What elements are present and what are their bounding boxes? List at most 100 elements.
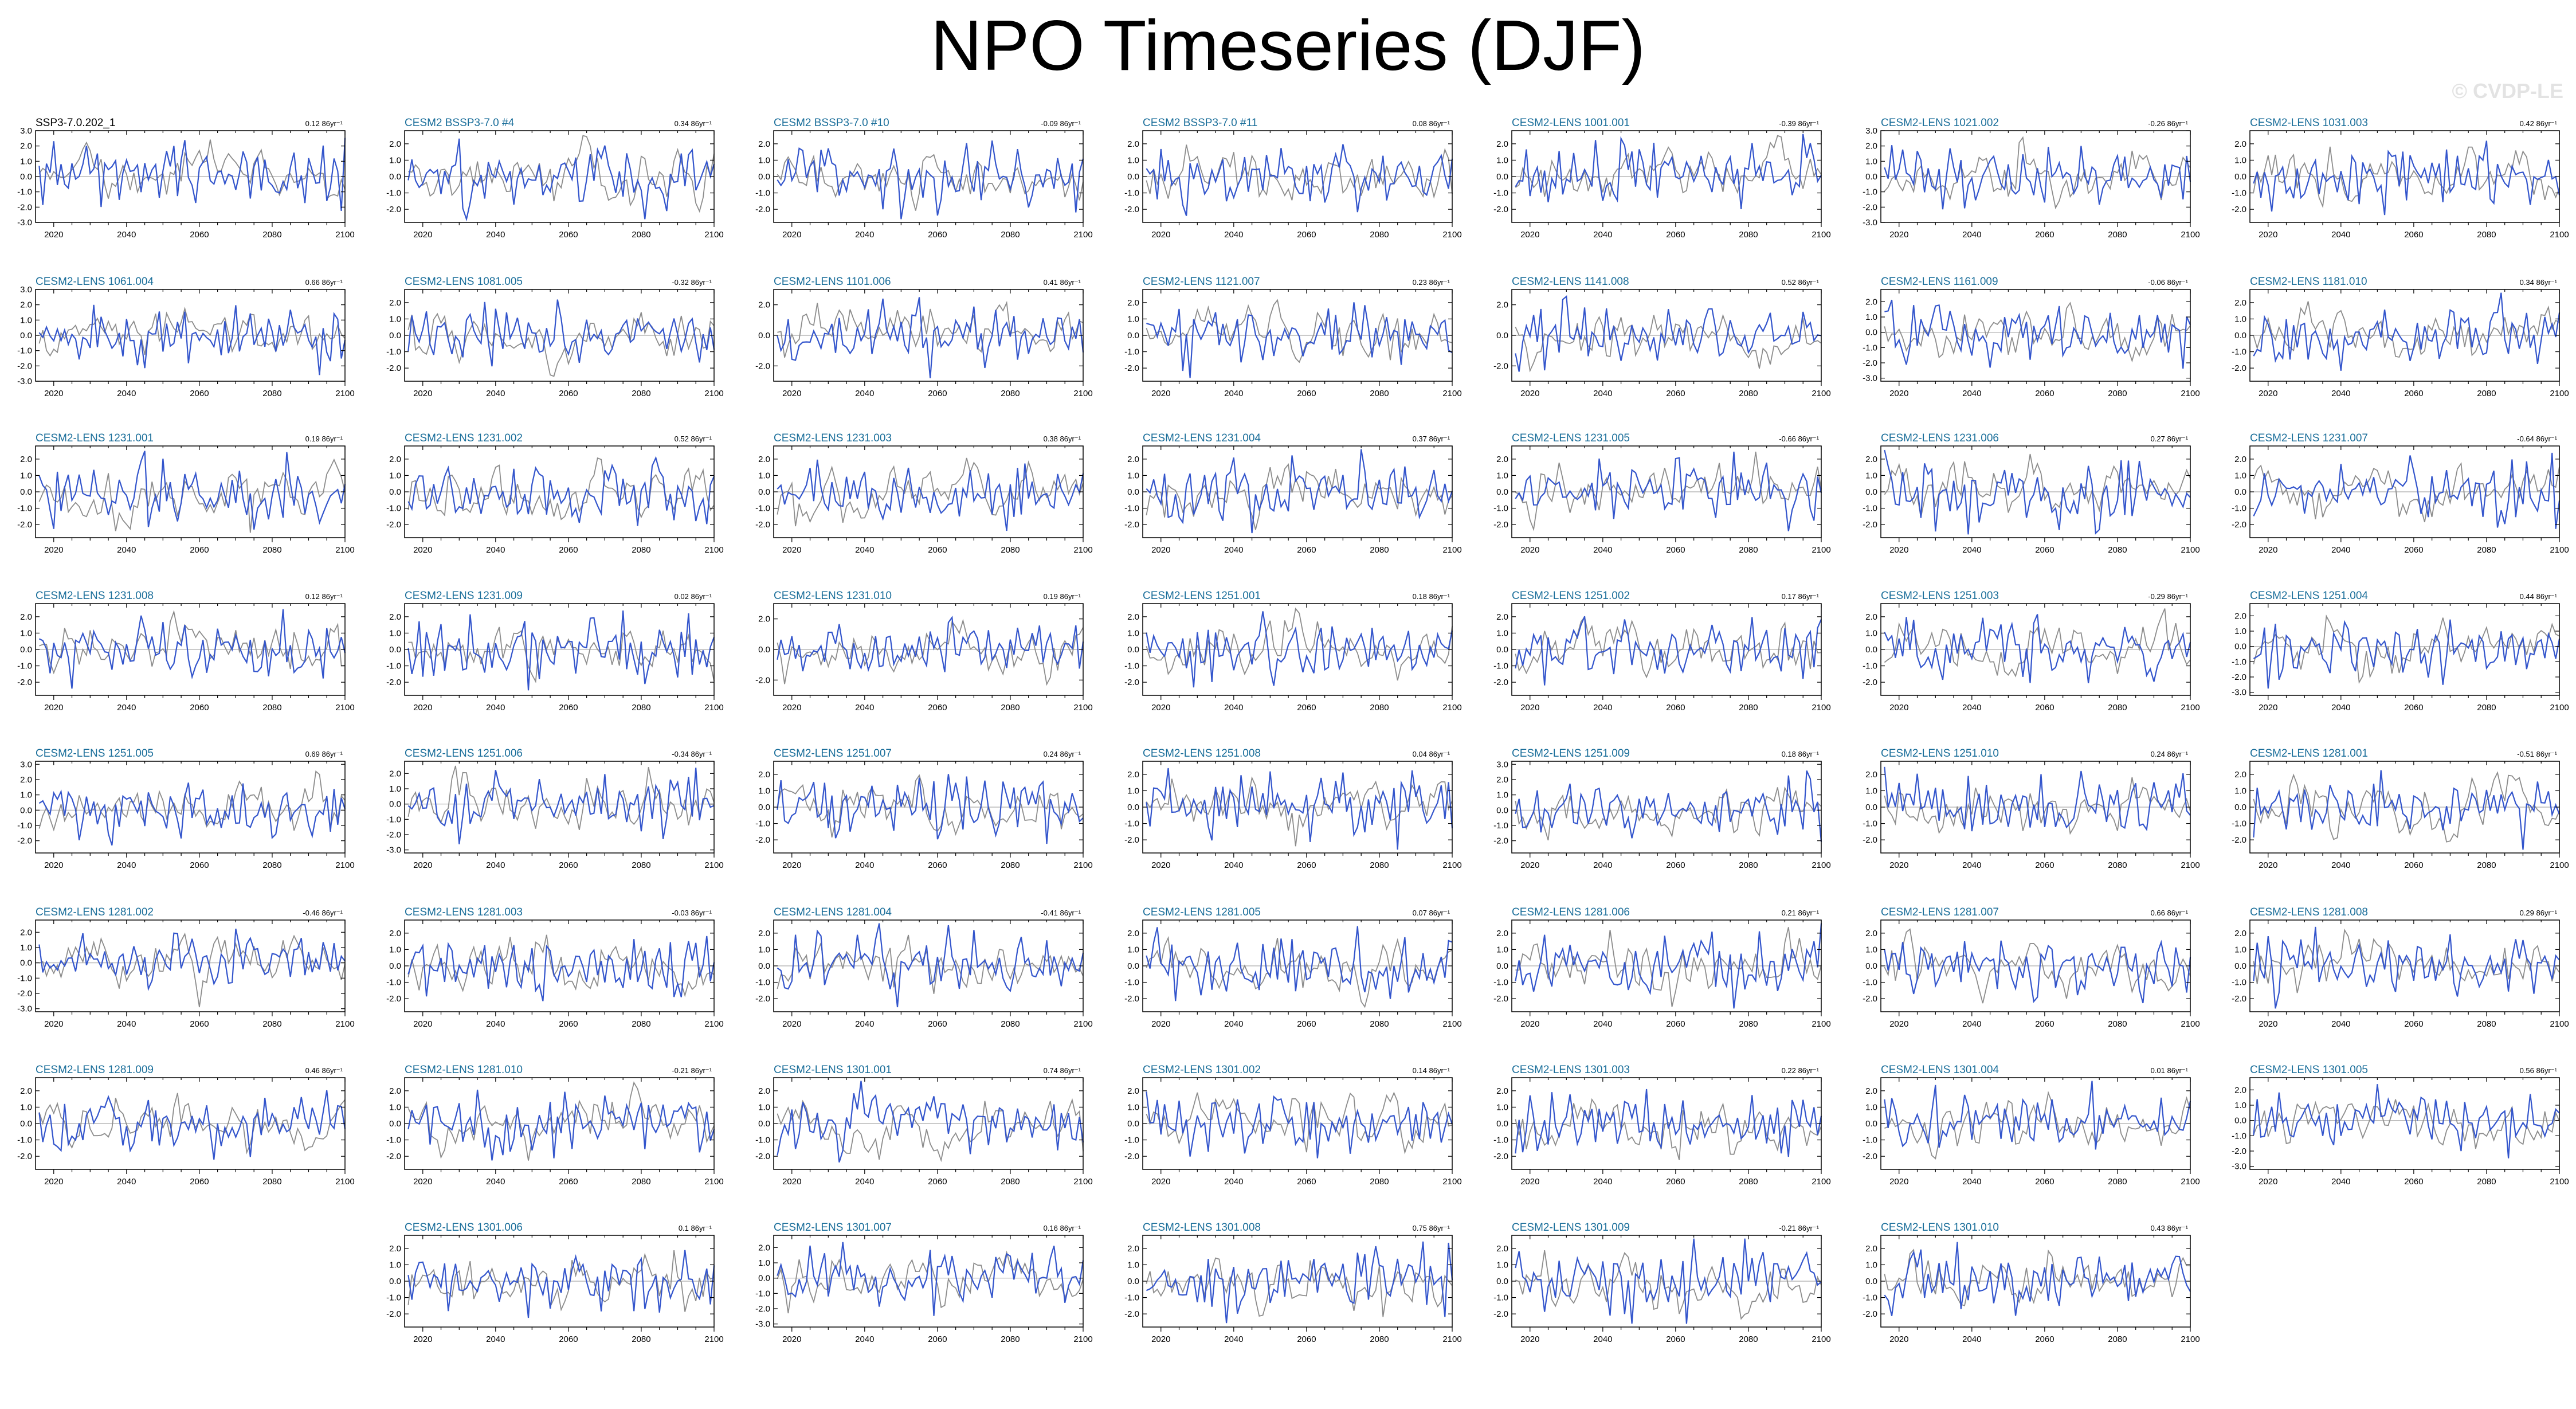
watermark-text: © CVDP-LE [2452, 79, 2563, 103]
panel-title: CESM2-LENS 1301.003 [1512, 1064, 1630, 1076]
y-tick-label: 2.0 [1865, 1086, 1877, 1096]
panel-trend: 0.52 86yr⁻¹ [1782, 278, 1820, 287]
x-tick-label: 2020 [2259, 389, 2277, 398]
y-tick-label: -1.0 [1493, 1293, 1508, 1303]
x-tick-label: 2060 [2404, 389, 2423, 398]
ensemble-series-line [408, 135, 715, 213]
y-tick-label: -2.0 [17, 836, 32, 846]
panel-38: CESM2-LENS 1281.005 0.07 86yr⁻¹ 2.0 1.0 0.0 -… [1124, 906, 1462, 1029]
y-tick-label: 2.0 [1127, 298, 1139, 308]
panel-trend: 0.12 86yr⁻¹ [305, 119, 343, 128]
x-tick-label: 2060 [2035, 230, 2054, 240]
member-series-line [2253, 292, 2561, 371]
y-tick-label: -2.0 [386, 520, 401, 530]
y-tick-label: -2.0 [2232, 835, 2246, 845]
x-tick-label: 2040 [1593, 389, 1612, 398]
x-tick-label: 2020 [44, 389, 63, 398]
y-tick-label: -1.0 [755, 978, 770, 988]
ensemble-series-line [1515, 314, 1822, 373]
x-tick-label: 2060 [2404, 230, 2423, 240]
y-tick-label: 1.0 [389, 1260, 401, 1270]
panel-trend: -0.51 86yr⁻¹ [2517, 750, 2557, 758]
panel-trend: -0.21 86yr⁻¹ [1779, 1224, 1819, 1232]
y-tick-label: 2.0 [1496, 612, 1508, 622]
panel-51: CESM2-LENS 1301.008 0.75 86yr⁻¹ 2.0 1.0 0.0 -… [1124, 1222, 1462, 1344]
panel-23: CESM2-LENS 1231.010 0.19 86yr⁻¹ 2.0 0.0 -2.0… [755, 590, 1093, 713]
x-tick-label: 2080 [262, 703, 281, 713]
x-tick-label: 2020 [1889, 545, 1908, 555]
x-tick-label: 2100 [1442, 1334, 1461, 1344]
x-tick-label: 2040 [1962, 1019, 1981, 1029]
x-tick-label: 2020 [1889, 389, 1908, 398]
panel-1: CESM2 BSSP3-7.0 #4 0.34 86yr⁻¹ 2.0 1.0 0.0 -1… [386, 117, 724, 240]
y-tick-label: 0.0 [2234, 642, 2246, 652]
y-tick-label: -1.0 [17, 662, 32, 671]
panel-trend: 0.12 86yr⁻¹ [305, 592, 343, 601]
y-tick-label: 0.0 [1496, 1277, 1508, 1286]
y-tick-label: -1.0 [755, 1289, 770, 1298]
panel-trend: 0.19 86yr⁻¹ [1044, 592, 1081, 601]
x-tick-label: 2040 [1224, 545, 1243, 555]
x-tick-label: 2040 [1593, 703, 1612, 713]
panel-15: CESM2-LENS 1231.002 0.52 86yr⁻¹ 2.0 1.0 0.0 -… [386, 432, 724, 555]
x-tick-label: 2040 [1962, 545, 1981, 555]
y-tick-label: -1.0 [17, 504, 32, 514]
panel-title: CESM2-LENS 1101.006 [774, 276, 891, 288]
panel-44: CESM2-LENS 1301.001 0.74 86yr⁻¹ 2.0 1.0 0.0 -… [755, 1064, 1093, 1187]
y-tick-label: 2.0 [389, 1244, 401, 1254]
x-tick-label: 2060 [1666, 860, 1685, 870]
x-tick-label: 2040 [117, 389, 136, 398]
member-series-line [777, 459, 1084, 531]
panel-43: CESM2-LENS 1281.010 -0.21 86yr⁻¹ 2.0 1.0 0.0… [386, 1064, 724, 1187]
panel-14: CESM2-LENS 1231.001 0.19 86yr⁻¹ 2.0 1.0 0.0 -… [17, 432, 355, 555]
x-tick-label: 2020 [782, 1334, 801, 1344]
member-series-line [1884, 1081, 2191, 1150]
x-tick-label: 2020 [1520, 1019, 1539, 1029]
x-tick-label: 2040 [1593, 1019, 1612, 1029]
y-tick-label: 0.0 [1865, 1277, 1877, 1286]
x-tick-label: 2080 [2477, 230, 2496, 240]
x-tick-label: 2100 [704, 230, 723, 240]
y-tick-label: 0.0 [758, 645, 770, 655]
y-tick-label: 0.0 [389, 1277, 401, 1286]
x-tick-label: 2040 [855, 1177, 874, 1187]
y-tick-label: -1.0 [1124, 189, 1139, 198]
ensemble-series-line [1515, 927, 1822, 1007]
y-tick-label: 1.0 [1865, 1260, 1877, 1270]
y-tick-label: 2.0 [1496, 455, 1508, 464]
panel-title: CESM2-LENS 1301.001 [774, 1064, 892, 1076]
x-tick-label: 2100 [2550, 389, 2569, 398]
y-tick-label: 1.0 [2234, 471, 2246, 480]
panel-20: CESM2-LENS 1231.007 -0.64 86yr⁻¹ 2.0 1.0 0.0… [2232, 432, 2569, 555]
panel-trend: 0.66 86yr⁻¹ [305, 278, 343, 287]
panel-2: CESM2 BSSP3-7.0 #10 -0.09 86yr⁻¹ 2.0 1.0 0.0… [755, 117, 1093, 240]
y-tick-label: -3.0 [17, 1004, 32, 1014]
x-tick-label: 2020 [2259, 1019, 2277, 1029]
x-tick-label: 2040 [2331, 703, 2350, 713]
panel-52: CESM2-LENS 1301.009 -0.21 86yr⁻¹ 2.0 1.0 0.0… [1493, 1222, 1831, 1344]
y-tick-label: 0.0 [1496, 805, 1508, 815]
x-tick-label: 2060 [559, 389, 578, 398]
x-tick-label: 2020 [2259, 545, 2277, 555]
y-tick-label: 0.0 [2234, 487, 2246, 497]
x-tick-label: 2100 [2181, 389, 2199, 398]
member-series-line [1146, 144, 1453, 216]
x-tick-label: 2080 [1370, 1019, 1389, 1029]
y-tick-label: -1.0 [2232, 819, 2246, 829]
y-tick-label: 1.0 [20, 315, 32, 325]
y-tick-label: 1.0 [389, 471, 401, 480]
y-tick-label: -1.0 [386, 815, 401, 824]
y-tick-label: -1.0 [386, 978, 401, 988]
y-tick-label: -2.0 [1863, 358, 1877, 368]
panel-trend: 0.18 86yr⁻¹ [1782, 750, 1820, 758]
x-tick-label: 2020 [1151, 1019, 1170, 1029]
x-tick-label: 2040 [117, 1019, 136, 1029]
ensemble-series-line [1884, 1091, 2191, 1160]
panel-12: CESM2-LENS 1161.009 -0.06 86yr⁻¹ 2.0 1.0 0.0… [1863, 276, 2200, 398]
ensemble-series-line [777, 154, 1084, 211]
y-tick-label: 0.0 [1865, 328, 1877, 338]
panel-35: CESM2-LENS 1281.002 -0.46 86yr⁻¹ 2.0 1.0 0.0… [17, 906, 355, 1029]
y-tick-label: -1.0 [1493, 978, 1508, 988]
x-tick-label: 2080 [632, 1019, 650, 1029]
y-tick-label: 2.0 [389, 769, 401, 778]
